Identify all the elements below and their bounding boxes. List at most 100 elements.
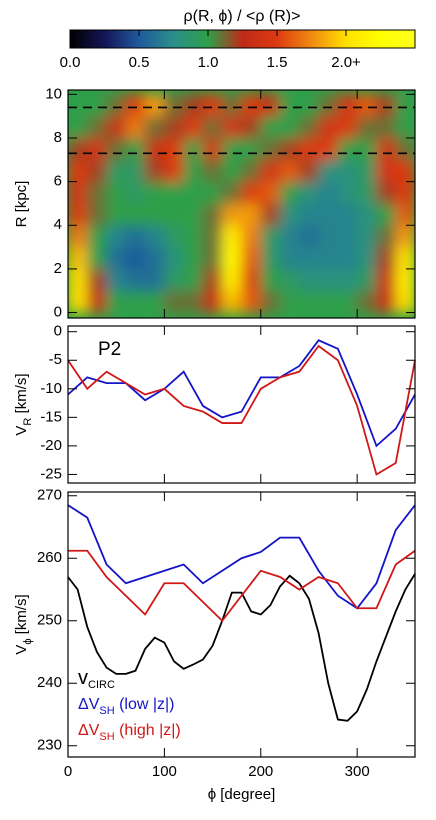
heat-cell [395, 203, 415, 226]
heat-cell [68, 268, 88, 292]
heat-cell [202, 203, 223, 226]
heat-cell [318, 94, 339, 117]
heat-cell [395, 137, 415, 161]
legend-sub: CIRC [88, 679, 115, 691]
heat-cell [164, 203, 184, 226]
heat-cell [68, 159, 88, 182]
y-label-sub: ϕ [22, 638, 34, 644]
heat-cell [164, 224, 184, 248]
heat-cell [318, 115, 339, 139]
heatmap [68, 94, 415, 313]
heat-cell [183, 181, 204, 204]
heat-cell [86, 94, 107, 117]
heat-cell [183, 137, 204, 161]
heat-cell [318, 203, 339, 226]
heat-cell [356, 268, 377, 292]
heat-cell [299, 181, 319, 204]
heat-cell [337, 94, 358, 117]
heat-cell [356, 181, 377, 204]
heat-cell [125, 181, 146, 204]
colorbar [69, 29, 416, 49]
heat-cell [356, 246, 377, 270]
heat-cell [318, 159, 339, 182]
heat-cell [86, 224, 107, 248]
heat-cell [125, 246, 146, 270]
heat-cell [221, 137, 242, 161]
y-tick-label: 0 [54, 323, 62, 340]
heat-cell [395, 94, 415, 117]
heat-cell [299, 268, 319, 292]
heat-cell [241, 181, 262, 204]
heat-cell [318, 290, 339, 313]
colorbar-tick-label: 2.0+ [331, 54, 361, 71]
heat-cell [299, 115, 319, 139]
heat-cell [144, 290, 165, 313]
series-line [67, 573, 416, 722]
heat-cell [202, 224, 223, 248]
heat-cell [279, 181, 300, 204]
heat-cell [260, 203, 281, 226]
x-tick-label: 200 [248, 763, 273, 780]
heat-cell [279, 94, 300, 117]
heat-cell [183, 268, 204, 292]
heat-cell [183, 290, 204, 313]
heat-cell [202, 268, 223, 292]
legend-name: ΔV [78, 696, 100, 713]
heat-cell [318, 137, 339, 161]
heat-cell [395, 290, 415, 313]
heat-cell [106, 268, 127, 292]
annotation: P2 [98, 339, 121, 360]
heat-cell [125, 203, 146, 226]
y-tick-label: 10 [45, 85, 62, 102]
heat-cell [183, 203, 204, 226]
heat-cell [337, 268, 358, 292]
heat-cell [241, 159, 262, 182]
y-label-main: V [13, 645, 30, 655]
heat-cell [356, 94, 377, 117]
series-line [67, 344, 416, 476]
x-tick-label: 0 [64, 763, 72, 780]
legend-entry: ΔVSH (low |z|) [78, 696, 175, 717]
heat-cell [299, 137, 319, 161]
y-tick-label: 4 [54, 216, 62, 233]
series-line [68, 549, 416, 623]
y-tick-label: -25 [40, 465, 62, 482]
heat-cell [356, 224, 377, 248]
heat-cell [125, 115, 146, 139]
heat-cell [279, 159, 300, 182]
heat-cell [241, 115, 262, 139]
y-tick-label: 240 [37, 674, 62, 691]
heat-cell [106, 246, 127, 270]
heat-cell [241, 290, 262, 313]
y-label-unit: [km/s] [13, 594, 30, 638]
heat-cell [337, 224, 358, 248]
colorbar-tick-label: 0.0 [60, 54, 81, 71]
legend-name: ΔV [78, 722, 100, 739]
heat-cell [106, 137, 127, 161]
heat-cell [106, 181, 127, 204]
y-tick-label: 260 [37, 549, 62, 566]
heat-cell [183, 115, 204, 139]
heat-cell [337, 137, 358, 161]
heat-cell [144, 224, 165, 248]
heat-cell [86, 268, 107, 292]
heat-cell [106, 224, 127, 248]
heat-cell [395, 115, 415, 139]
heat-cell [125, 290, 146, 313]
x-tick-label: 300 [345, 763, 370, 780]
heat-cell [202, 159, 223, 182]
heat-cell [144, 181, 165, 204]
heat-cell [337, 115, 358, 139]
heat-cell [86, 203, 107, 226]
heat-cell [241, 224, 262, 248]
y-tick-label: 6 [54, 173, 62, 190]
heat-cell [241, 268, 262, 292]
heat-cell [395, 246, 415, 270]
heat-cell [260, 94, 281, 117]
heat-cell [318, 181, 339, 204]
heat-cell [221, 224, 242, 248]
heat-cell [202, 290, 223, 313]
heat-cell [241, 137, 262, 161]
